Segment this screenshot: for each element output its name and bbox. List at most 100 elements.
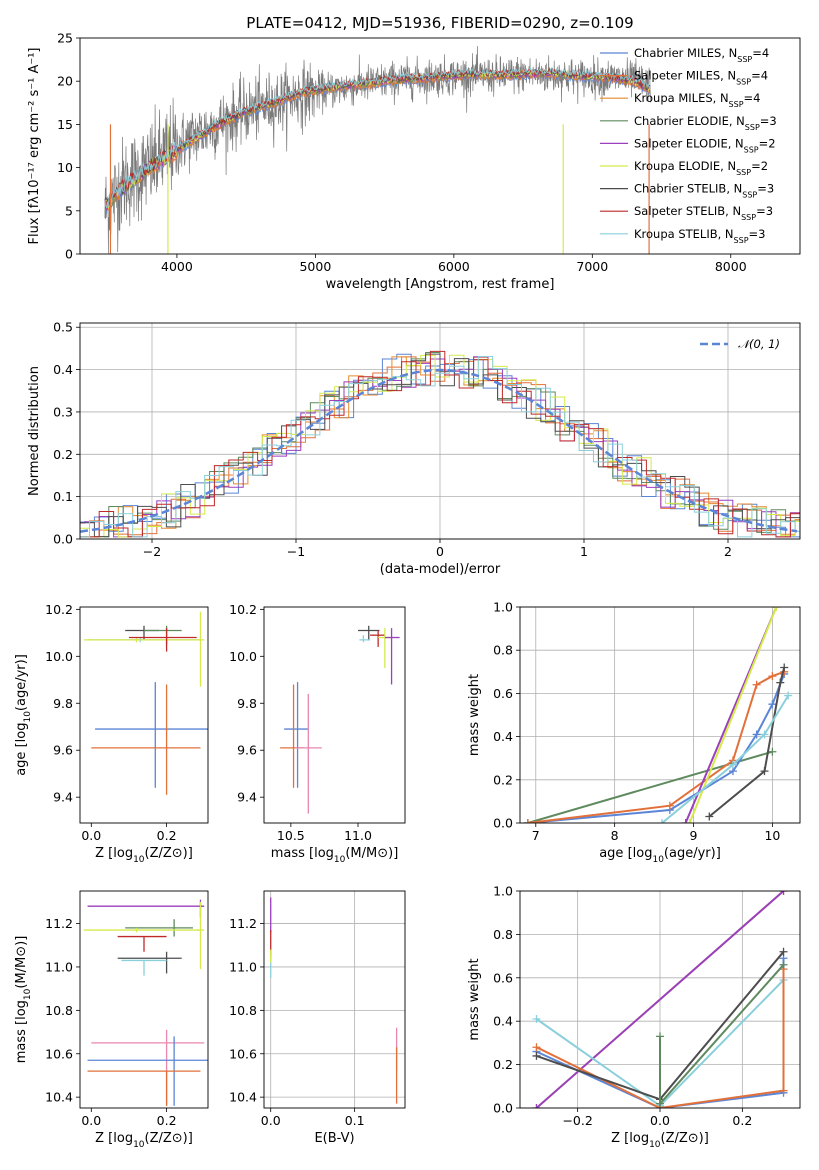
legend-entry-gaussian: 𝒩(0, 1) [738,337,780,351]
y-tick-label: 10.2 [45,602,73,617]
series-marker-salpeter_miles [752,680,761,689]
series-marker-salpeter_elodie [681,819,690,823]
x-tick-label: 0.2 [732,1113,752,1128]
label-part: (age/yr)] [14,654,29,711]
mass-vs-ebv-panel: 0.0 0.1 10.4 10.6 10.8 11.0 11.2 E(B-V) [229,890,406,1146]
plot-area [523,607,793,823]
series-marker-salpeter_miles [532,1043,541,1052]
x-tick-label: 0.0 [650,1113,670,1128]
label-subscript: 10 [652,855,664,865]
y-tick-label: 11.2 [229,916,257,931]
y-tick-label: 9.6 [237,743,257,758]
legend-label: =4 [744,91,761,105]
x-tick-label: −2 [143,544,161,559]
series-line-chabrier_elodie [527,750,773,823]
gaussian-curve [80,368,798,533]
label-subscript: 10 [133,855,145,865]
y-tick-label: 9.4 [53,790,73,805]
legend-label: =4 [751,69,768,83]
y-tick-label: 0.5 [53,320,73,335]
label-part: age [log [599,846,652,861]
y-tick-label: 0.4 [53,362,73,377]
legend-entry-chabrier_miles: Chabrier MILES, NSSP=4 [634,46,769,64]
legend-subscript: SSP [737,55,752,64]
y-tick-label: 10.0 [45,649,73,664]
x-tick-label: 6000 [438,259,470,274]
label-part: Z [log [95,846,133,861]
label-part: age [log [14,723,29,776]
x-tick-label: 0.1 [345,1113,365,1128]
label-part: (Z/Z⊙)] [661,1131,709,1146]
series-marker-chabrier_miles [768,700,777,709]
label-part: mass [log [271,846,334,861]
label-subscript: 10 [649,1140,661,1150]
y-tick-label: 10 [57,160,73,175]
x-tick-label: 8000 [715,259,747,274]
y-tick-label: 20 [57,74,73,89]
series-marker-salpeter_miles [768,672,777,681]
series-marker-chabrier_stelib [705,812,714,821]
x-tick-label: 10.5 [277,828,305,843]
x-tick-label: 2 [724,544,732,559]
y-tick-label: 25 [57,31,73,46]
histogram-kroupa_miles [80,356,800,538]
y-axis-label: Flux [fλ10⁻¹⁷ erg cm⁻² s⁻¹ A⁻¹] [27,48,42,245]
series-marker-salpeter_elodie [779,891,788,895]
plot-area [104,45,651,254]
x-axis-label: Z [log10(Z/Z⊙)] [95,1131,193,1150]
label-part: Z [log [95,1131,133,1146]
legend-label: Chabrier MILES, N [634,46,737,60]
legend-entry-chabrier_stelib: Chabrier STELIB, NSSP=3 [634,182,774,200]
x-tick-label: −1 [287,544,305,559]
label-part: (M/M⊙)] [345,846,398,861]
x-tick-label: 8 [611,828,619,843]
plot-area [280,625,400,814]
y-axis-label: mass weight [467,674,482,756]
legend-label: Salpeter ELODIE, N [634,136,744,150]
y-tick-label: 10.6 [229,1046,257,1061]
series-marker-salpeter_elodie [532,1104,541,1108]
y-tick-label: 0.2 [493,1057,513,1072]
mass-weight-vs-metallicity-panel: −0.2 0.0 0.2 0.0 0.2 0.4 0.6 0.8 1.0 Z [log10(Z/Z… [467,884,801,1150]
y-tick-label: 0.6 [493,970,513,985]
y-tick-label: 0.8 [493,643,513,658]
series-marker-chabrier_elodie [779,960,788,969]
y-tick-label: 9.8 [53,696,73,711]
figure-title: PLATE=0412, MJD=51936, FIBERID=0290, z=0… [246,14,633,32]
histogram-salpeter_miles [80,356,800,538]
plot-area [80,350,800,538]
x-axis-label: (data-model)/error [380,562,501,577]
x-tick-label: 11.0 [344,828,372,843]
y-tick-label: 9.4 [237,790,257,805]
x-tick-label: 10 [764,828,780,843]
x-axis-label: mass [log10(M/M⊙)] [271,846,399,865]
legend-label: Chabrier ELODIE, N [634,114,745,128]
legend-entry-salpeter_miles: Salpeter MILES, NSSP=4 [634,69,768,87]
legend-label: Kroupa ELODIE, N [634,159,736,173]
x-axis-label: E(B-V) [314,1131,354,1146]
series-marker-kroupa_stelib [760,730,769,739]
x-axis-label: Z [log10(Z/Z⊙)] [95,846,193,865]
series-line-salpeter_elodie [535,891,785,1108]
label-subscript: 10 [23,711,33,723]
y-tick-label: 9.8 [237,696,257,711]
series-line-kroupa_stelib [661,695,790,823]
y-tick-label: 0 [65,247,73,262]
spectrum-panel: 4000 5000 6000 7000 8000 0 5 10 15 20 25 Chabrier M… [27,31,801,292]
y-tick-label: 9.6 [53,743,73,758]
legend-label: =3 [757,182,774,196]
series-line-salpeter_miles [527,670,785,823]
series-marker-chabrier_elodie [656,1099,664,1108]
legend-entry-salpeter_stelib: Salpeter STELIB, NSSP=3 [634,204,773,222]
series-marker-chabrier_stelib [780,663,789,672]
axes-frame [519,606,801,824]
x-tick-label: 0.0 [81,1113,101,1128]
histogram-kroupa_stelib [80,356,800,538]
x-axis-label: age [log10(age/yr)] [599,846,721,865]
series-marker-kroupa_stelib [532,1015,541,1024]
axes-frame [79,37,801,255]
label-part: Z [log [611,1131,649,1146]
legend-subscript: SSP [744,145,759,154]
label-part: (Z/Z⊙)] [145,1131,193,1146]
